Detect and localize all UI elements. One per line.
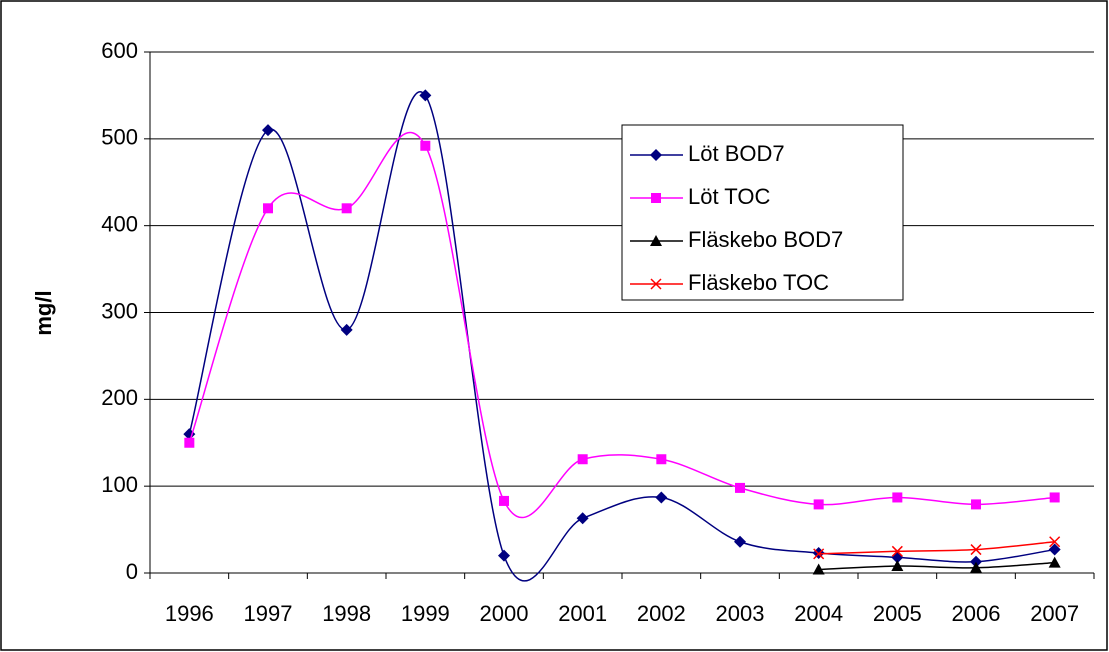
x-tick-label: 2002 [637,601,686,626]
data-point [420,140,431,151]
x-tick-label: 2001 [558,601,607,626]
x-tick-label: 1997 [244,601,293,626]
legend-marker [650,149,662,161]
data-point [970,561,982,573]
y-tick-label: 200 [101,385,138,410]
y-tick-label: 300 [101,298,138,323]
y-tick-label: 500 [101,125,138,150]
data-point [970,544,982,556]
data-point [891,545,903,557]
legend-marker [650,235,662,246]
data-point [419,89,432,102]
series-line [188,131,1055,519]
data-point [499,495,509,506]
legend-label: Fläskebo BOD7 [688,227,843,252]
data-point [813,548,825,560]
data-point [1049,492,1060,503]
data-point [1048,543,1061,556]
x-tick-label: 2003 [716,601,765,626]
data-point [812,563,825,575]
legend-box [621,124,904,301]
y-tick-label: 100 [101,472,138,497]
data-point [734,535,746,548]
data-point [891,560,904,572]
data-point [262,124,274,137]
data-point [892,492,903,503]
data-point [1048,556,1061,568]
data-point [340,323,353,336]
data-point [184,437,195,448]
y-axis-title: mg/l [31,290,56,335]
data-point [735,482,745,493]
data-point [655,491,668,504]
legend-label: Löt TOC [688,184,770,209]
legend-marker [650,278,662,290]
series-line [818,540,1055,555]
data-point [498,549,510,562]
data-point [971,499,981,510]
x-tick-label: 2004 [794,601,843,626]
x-tick-label: 2005 [873,601,922,626]
x-tick-label: 1996 [165,601,214,626]
data-point [813,499,824,510]
data-point [263,203,273,214]
y-tick-label: 0 [126,559,138,584]
series-line [818,561,1055,571]
legend-label: Löt BOD7 [688,141,785,166]
data-point [1049,536,1061,548]
y-tick-label: 400 [101,211,138,236]
data-point [656,454,667,465]
legend-label: Fläskebo TOC [688,270,829,295]
x-tick-label: 2007 [1030,601,1079,626]
data-point [576,512,589,525]
x-tick-label: 1998 [322,601,371,626]
x-tick-label: 1999 [401,601,450,626]
x-tick-label: 2006 [952,601,1001,626]
data-point [577,454,588,465]
x-tick-label: 2000 [480,601,529,626]
data-point [970,555,982,568]
legend-marker [651,193,661,203]
y-tick-label: 600 [101,38,138,63]
data-point [341,203,352,214]
